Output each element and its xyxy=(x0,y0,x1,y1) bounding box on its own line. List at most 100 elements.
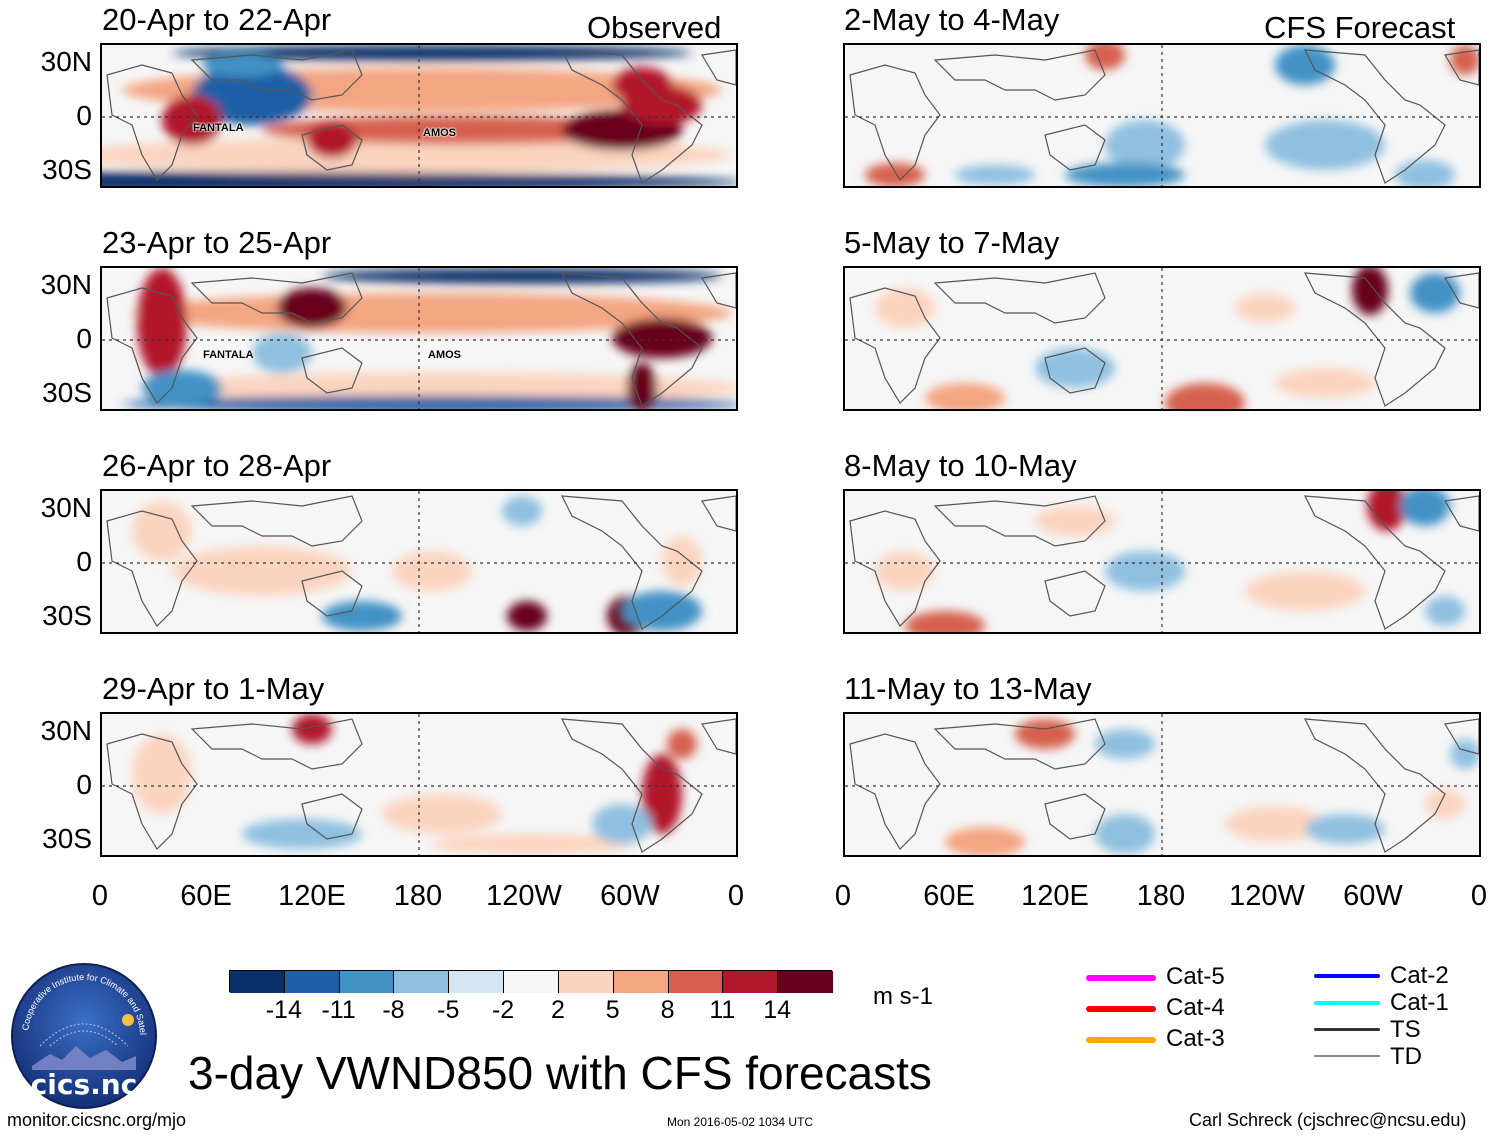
track-legend-label: Cat-4 xyxy=(1166,994,1225,1021)
lat-label: 0 xyxy=(76,323,92,354)
wind-anomaly-patch xyxy=(865,163,925,186)
wind-anomaly-patch xyxy=(1400,491,1450,526)
map-field xyxy=(845,714,1479,855)
colorbar-tick-label: 2 xyxy=(550,996,565,1024)
coastline xyxy=(1444,272,1479,309)
colorbar-cell xyxy=(230,971,285,993)
track-legend-label: Cat-5 xyxy=(1166,963,1225,990)
colorbar-units: m s-1 xyxy=(873,983,933,1010)
map-right-3[interactable] xyxy=(843,489,1481,634)
storm-label-fantala-2: FANTALA xyxy=(203,349,254,361)
panel-title-left-1: 20-Apr to 22-Apr xyxy=(102,2,332,37)
colorbar-cell xyxy=(668,971,724,993)
wind-anomaly-patch xyxy=(592,804,652,844)
track-legend-line xyxy=(1314,1001,1380,1005)
wind-anomaly-patch xyxy=(392,551,472,591)
colorbar-tick-label: -11 xyxy=(321,996,356,1024)
coastline xyxy=(701,272,736,309)
track-legend-label: Cat-3 xyxy=(1166,1025,1225,1052)
wind-anomaly-patch xyxy=(1165,383,1245,409)
wind-anomaly-patch xyxy=(137,268,187,378)
lon-label-left: 120W xyxy=(486,880,562,912)
cics-logo-graphic: Cooperative Institute for Climate and Sa… xyxy=(7,954,157,1109)
colorbar xyxy=(229,970,833,993)
panel-title-right-1: 2-May to 4-May xyxy=(844,2,1060,37)
coastline xyxy=(190,495,363,547)
lat-label: 0 xyxy=(76,546,92,577)
lon-label-left: 0 xyxy=(91,880,109,912)
lat-label: 0 xyxy=(76,100,92,131)
wind-anomaly-patch xyxy=(1450,739,1479,769)
map-right-1[interactable] xyxy=(843,43,1481,188)
map-left-4[interactable] xyxy=(100,712,738,857)
coastline xyxy=(106,64,198,181)
coastline xyxy=(701,718,736,755)
wind-anomaly-patch xyxy=(382,794,502,834)
wind-anomaly-patch xyxy=(1095,814,1155,854)
wind-anomaly-patch xyxy=(1015,719,1075,749)
wind-anomaly-patch xyxy=(642,754,682,834)
colorbar-tick-label: 11 xyxy=(709,996,736,1024)
wind-anomaly-patch xyxy=(132,501,192,561)
lat-label: 30S xyxy=(42,377,92,408)
wind-anomaly-patch xyxy=(322,268,722,284)
map-left-1[interactable] xyxy=(100,43,738,188)
wind-anomaly-patch xyxy=(142,372,736,404)
storm-label-amos-2: AMOS xyxy=(428,349,461,361)
panel-title-right-3: 8-May to 10-May xyxy=(844,448,1077,483)
colorbar-tick-label: -2 xyxy=(491,996,515,1024)
track-legend-line xyxy=(1086,975,1156,981)
wind-anomaly-patch xyxy=(1225,806,1325,842)
wind-anomaly-patch xyxy=(1105,551,1185,591)
wind-anomaly-patch xyxy=(1085,45,1125,70)
wind-anomaly-patch xyxy=(1352,268,1388,315)
colorbar-cell xyxy=(449,971,505,993)
wind-anomaly-patch xyxy=(1035,348,1115,388)
wind-anomaly-patch xyxy=(1035,506,1115,536)
track-legend-line xyxy=(1314,1055,1380,1057)
wind-anomaly-patch xyxy=(1275,368,1375,398)
track-legend-line xyxy=(1314,1028,1380,1031)
coastline xyxy=(190,718,363,770)
lat-label: 30N xyxy=(40,46,92,77)
colorbar-tick-label: -8 xyxy=(382,996,405,1024)
coastline xyxy=(849,287,941,404)
coastline xyxy=(190,272,363,324)
coastline xyxy=(106,733,198,850)
wind-anomaly-patch xyxy=(262,116,662,144)
wind-anomaly-patch xyxy=(172,45,692,61)
wind-anomaly-patch xyxy=(627,363,657,409)
wind-anomaly-patch xyxy=(172,546,352,596)
coastline xyxy=(933,49,1106,101)
wind-anomaly-patch xyxy=(1425,596,1465,626)
colorbar-tick-label: -14 xyxy=(265,996,302,1024)
wind-anomaly-patch xyxy=(612,318,712,358)
logo-text: cics.nc xyxy=(30,1068,138,1101)
map-field xyxy=(102,491,736,632)
panel-title-right-2: 5-May to 7-May xyxy=(844,225,1060,260)
map-right-4[interactable] xyxy=(843,712,1481,857)
lon-label-left: 60W xyxy=(600,880,660,912)
lat-label: 30S xyxy=(42,600,92,631)
map-right-2[interactable] xyxy=(843,266,1481,411)
map-field xyxy=(102,268,736,409)
storm-label-amos-1: AMOS xyxy=(423,127,456,139)
coastline xyxy=(933,718,1106,770)
wind-anomaly-patch xyxy=(202,53,282,77)
coastline xyxy=(1044,793,1106,840)
wind-anomaly-patch xyxy=(292,714,332,744)
track-legend-label: Cat-1 xyxy=(1390,989,1449,1016)
colorbar-cell xyxy=(394,971,450,993)
colorbar-cell xyxy=(613,971,669,993)
coastline xyxy=(933,495,1106,547)
lat-label: 30N xyxy=(40,269,92,300)
coastline xyxy=(106,510,198,627)
coastline xyxy=(301,347,363,394)
wind-anomaly-patch xyxy=(1305,814,1385,844)
lon-label-left: 120E xyxy=(278,880,346,912)
colorbar-cell xyxy=(504,971,559,993)
footer-url[interactable]: monitor.cicsnc.org/mjo xyxy=(7,1110,187,1130)
map-field xyxy=(845,491,1479,632)
map-left-2[interactable] xyxy=(100,266,738,411)
map-left-3[interactable] xyxy=(100,489,738,634)
